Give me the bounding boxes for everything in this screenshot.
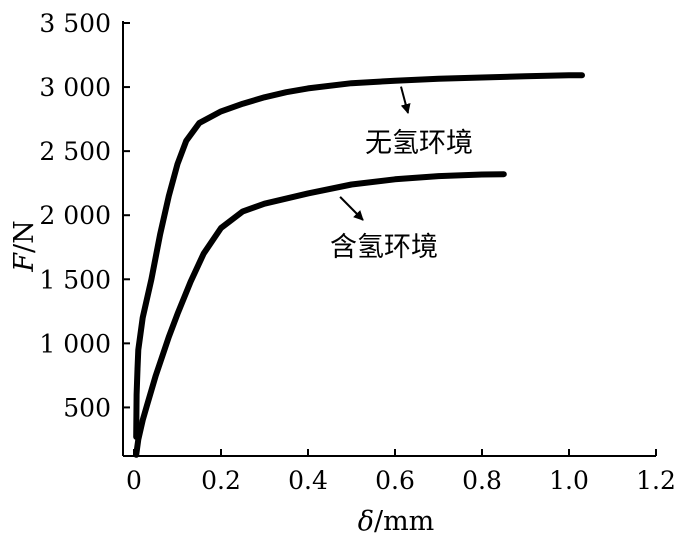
x-tick-label: 0 (126, 466, 142, 495)
series-lines (133, 72, 585, 458)
y-tick-label: 2 000 (39, 201, 111, 230)
x-tick-label: 0.8 (462, 466, 502, 495)
y-tick-label: 500 (63, 393, 111, 422)
series-line-1 (133, 72, 585, 440)
annotation-arrow (339, 196, 364, 221)
x-tick-label: 1.0 (549, 466, 589, 495)
y-axis-title: F/N (9, 220, 40, 272)
x-tick-label: 0.6 (375, 466, 415, 495)
x-ticks: 0 0.2 0.4 0.6 0.8 1.0 1.2 (126, 449, 676, 495)
y-tick-label: 1 500 (39, 265, 111, 294)
annotation-label: 含氢环境 (330, 232, 438, 263)
annotation-label: 无氢环境 (365, 128, 473, 159)
annotation-arrow (400, 86, 411, 114)
y-tick-label: 2 500 (39, 137, 111, 166)
y-tick-label: 3 000 (39, 73, 111, 102)
y-tick-label: 1 000 (39, 329, 111, 358)
y-tick-label: 3 500 (39, 9, 111, 38)
x-tick-label: 1.2 (636, 466, 676, 495)
x-tick-label: 0.2 (201, 466, 241, 495)
x-tick-label: 0.4 (288, 466, 328, 495)
series-line-2 (133, 171, 507, 458)
axes (122, 21, 656, 457)
y-ticks: 500 1 000 1 500 2 000 2 500 3 000 3 500 (39, 9, 130, 422)
x-axis-title: δ/mm (358, 506, 435, 537)
